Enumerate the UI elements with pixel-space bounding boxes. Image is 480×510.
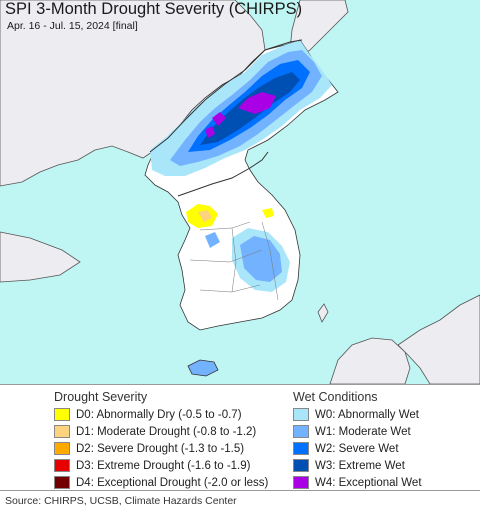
map-subtitle: Apr. 16 - Jul. 15, 2024 [final]	[7, 20, 138, 32]
legend-swatch-d0	[54, 408, 70, 421]
legend-label-d0: D0: Abnormally Dry (-0.5 to -0.7)	[76, 408, 242, 421]
legend-label-d1: D1: Moderate Drought (-0.8 to -1.2)	[76, 425, 257, 438]
d1-moderate-drought-seoul	[198, 210, 212, 222]
w4-exceptional-wet-north	[238, 92, 276, 114]
china-south-land	[0, 231, 81, 283]
wet-legend-heading: Wet Conditions	[293, 390, 378, 404]
legend-swatch-d1	[54, 425, 70, 438]
russia-land	[289, 0, 349, 59]
china-korea-border	[149, 39, 303, 153]
legend-label-d4: D4: Exceptional Drought (-2.0 or less)	[76, 476, 269, 489]
legend-swatch-w3	[293, 459, 309, 472]
footer: Source: CHIRPS, UCSB, Climate Hazards Ce…	[0, 490, 480, 510]
w4-exceptional-wet-north-3	[205, 126, 215, 138]
d0-abnormally-dry-east	[262, 208, 274, 218]
w1-moderate-wet-south	[240, 236, 282, 282]
legend-item-d4: D4: Exceptional Drought (-2.0 or less)	[54, 474, 268, 491]
w1-moderate-wet-south-2	[205, 232, 220, 248]
legend-item-d0: D0: Abnormally Dry (-0.5 to -0.7)	[54, 406, 268, 423]
legend-panel: Drought Severity D0: Abnormally Dry (-0.…	[0, 384, 480, 490]
legend-label-d2: D2: Severe Drought (-1.3 to -1.5)	[76, 442, 245, 455]
source-credit: Source: CHIRPS, UCSB, Climate Hazards Ce…	[5, 495, 237, 507]
legend-swatch-d4	[54, 476, 70, 489]
tsushima-island	[317, 303, 329, 323]
legend-item-d2: D2: Severe Drought (-1.3 to -1.5)	[54, 440, 268, 457]
jeju-island	[187, 359, 219, 377]
legend-item-w1: W1: Moderate Wet	[293, 423, 422, 440]
legend-label-w1: W1: Moderate Wet	[315, 425, 411, 438]
japan-kyushu	[329, 337, 411, 384]
legend-item-w2: W2: Severe Wet	[293, 440, 422, 457]
legend-swatch-w2	[293, 442, 309, 455]
map-title: SPI 3-Month Drought Severity (CHIRPS)	[5, 0, 303, 18]
legend-swatch-d3	[54, 459, 70, 472]
drought-map	[0, 0, 480, 384]
legend-item-w0: W0: Abnormally Wet	[293, 406, 422, 423]
legend-label-w2: W2: Severe Wet	[315, 442, 399, 455]
dmz-border	[177, 151, 269, 197]
legend-item-w3: W3: Extreme Wet	[293, 457, 422, 474]
legend-swatch-w1	[293, 425, 309, 438]
map-panel: SPI 3-Month Drought Severity (CHIRPS) Ap…	[0, 0, 480, 384]
legend-label-d3: D3: Extreme Drought (-1.6 to -1.9)	[76, 459, 251, 472]
province-lines	[189, 221, 279, 301]
legend-item-w4: W4: Exceptional Wet	[293, 474, 422, 491]
legend-swatch-w0	[293, 408, 309, 421]
legend-swatch-w4	[293, 476, 309, 489]
legend-label-w4: W4: Exceptional Wet	[315, 476, 422, 489]
legend-item-d1: D1: Moderate Drought (-0.8 to -1.2)	[54, 423, 268, 440]
wet-legend: Wet Conditions W0: Abnormally Wet W1: Mo…	[293, 389, 422, 491]
drought-legend-heading: Drought Severity	[54, 390, 148, 404]
w4-exceptional-wet-north-2	[212, 112, 226, 126]
legend-item-d3: D3: Extreme Drought (-1.6 to -1.9)	[54, 457, 268, 474]
legend-label-w0: W0: Abnormally Wet	[315, 408, 419, 421]
legend-label-w3: W3: Extreme Wet	[315, 459, 405, 472]
legend-swatch-d2	[54, 442, 70, 455]
drought-legend: Drought Severity D0: Abnormally Dry (-0.…	[54, 389, 268, 491]
japan-honshu	[397, 294, 480, 384]
